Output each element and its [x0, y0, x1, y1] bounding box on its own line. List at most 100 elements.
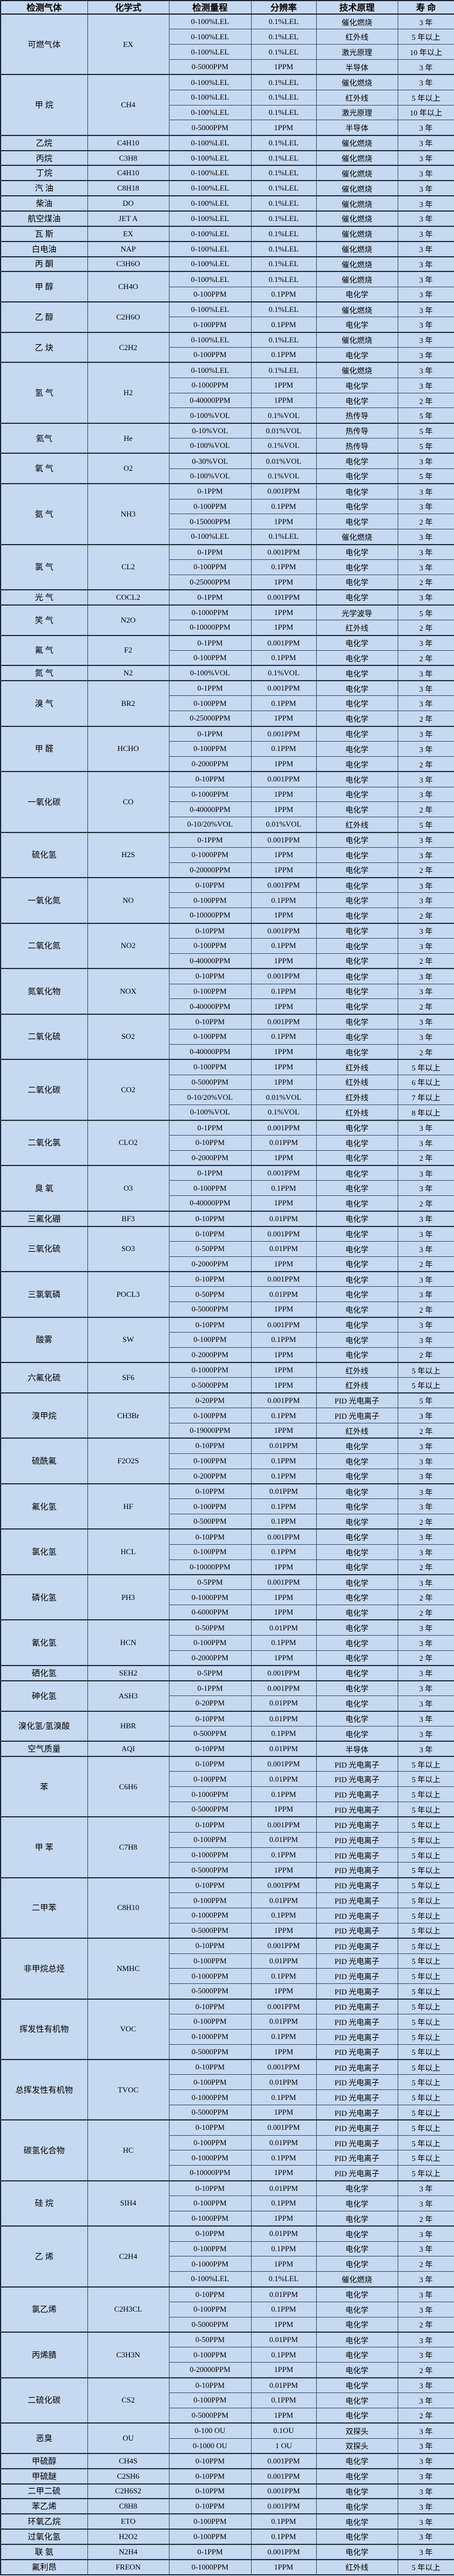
- table-row: 0-40000PPM 1PPM 电化学 2 年: [1, 953, 454, 969]
- resolution-cell: 1PPM: [250, 801, 317, 818]
- principle-cell: 电化学: [316, 1589, 398, 1606]
- table-row: 硅 烷 SIH4 0-10PPM 0.01PPM 电化学 3 年: [0, 2180, 454, 2227]
- table-row: 0-100PPM 0.1PPM 电化学 3 年: [1, 347, 454, 363]
- principle-cell: 电化学: [316, 665, 398, 681]
- principle-cell: 电化学: [316, 2392, 398, 2408]
- lifespan-cell: 3 年: [397, 2196, 454, 2211]
- range-cell: 0-100 OU: [168, 2422, 252, 2439]
- resolution-cell: 0.001PPM: [250, 2058, 317, 2075]
- formula-cell: C8H18: [87, 180, 170, 196]
- principle-cell: PID 光电离子: [316, 1831, 398, 1848]
- principle-cell: 电化学: [316, 786, 398, 803]
- formula-cell: O2: [87, 453, 170, 484]
- resolution-cell: 0.01PPM: [250, 1210, 317, 1226]
- range-cell: 0-100PPM: [168, 1634, 252, 1651]
- range-cell: 0-19000PPM: [168, 1422, 252, 1439]
- lifespan-cell: 3 年: [397, 1619, 454, 1636]
- resolution-cell: 1PPM: [250, 908, 317, 924]
- gas-name-cell: 甲 烷: [0, 74, 88, 136]
- principle-cell: 电化学: [316, 559, 398, 575]
- range-cell: 0-100PPM: [168, 1892, 252, 1908]
- principle-cell: 激光原理: [316, 104, 398, 121]
- formula-cell: CH3Br: [87, 1392, 170, 1439]
- range-cell: 0-100PPM: [168, 1544, 252, 1560]
- principle-cell: 电化学: [316, 680, 398, 696]
- range-cell: 0-50PPM: [168, 1286, 252, 1303]
- resolution-cell: 0.001PPM: [250, 1574, 317, 1591]
- resolution-cell: 0.1%LEL: [250, 2271, 317, 2288]
- lifespan-cell: 3 年: [397, 559, 454, 575]
- gas-name-cell: 过氧化氢: [0, 2529, 88, 2545]
- resolution-cell: 1PPM: [250, 847, 317, 863]
- resolution-cell: 1PPM: [250, 953, 317, 969]
- principle-cell: 电化学: [316, 695, 398, 712]
- range-cell: 0-1000PPM: [168, 377, 252, 393]
- table-row: 0-100PPM 0.1PPM 电化学 3 年: [1, 1029, 454, 1045]
- formula-cell: HCN: [87, 1619, 170, 1666]
- lifespan-cell: 3 年: [397, 483, 454, 499]
- resolution-cell: 0.01PPM: [250, 2013, 317, 2030]
- lifespan-cell: 3 年: [397, 1725, 454, 1742]
- principle-cell: 电化学: [316, 2452, 398, 2469]
- table-row: 丙 酮 C3H6O 0-100%LEL 0.1%LEL 催化燃烧 3 年: [0, 256, 454, 272]
- lifespan-cell: 3 年: [397, 1574, 454, 1591]
- lifespan-cell: 5 年以上: [397, 1922, 454, 1939]
- range-cell: 0-2000PPM: [168, 756, 252, 772]
- range-cell: 0-10PPM: [168, 2498, 252, 2514]
- resolution-cell: 0.001PPM: [250, 2452, 317, 2469]
- principle-cell: PID 光电离子: [316, 1953, 398, 1969]
- gas-name-cell: 丙 酮: [0, 256, 88, 272]
- resolution-cell: 0.01%VOL: [250, 453, 317, 469]
- principle-cell: 电化学: [316, 1634, 398, 1651]
- principle-cell: 电化学: [316, 2316, 398, 2333]
- resolution-cell: 0.01PPM: [250, 2286, 317, 2302]
- formula-cell: C3H3N: [87, 2332, 170, 2378]
- table-row: 甲 苯 C7H8 0-10PPM 0.001PPM PID 光电离子 5 年以上: [0, 1816, 454, 1878]
- lifespan-cell: 3 年: [397, 892, 454, 909]
- principle-cell: 电化学: [316, 2407, 398, 2424]
- principle-cell: 电化学: [316, 1241, 398, 1257]
- resolution-cell: 1PPM: [250, 786, 317, 803]
- table-row: 0-100PPM 0.1PPM 电化学 3 年: [1, 2347, 454, 2363]
- lifespan-cell: 2 年: [397, 1559, 454, 1575]
- table-row: 0-100PPM 0.1PPM 电化学 3 年: [1, 695, 454, 712]
- range-cell: 0-1000PPM: [168, 1589, 252, 1606]
- principle-cell: 电化学: [316, 1574, 398, 1591]
- lifespan-cell: 3 年: [397, 1498, 454, 1515]
- resolution-cell: 0.01PPM: [250, 1710, 317, 1727]
- range-cell: 0-1PPM: [168, 634, 252, 651]
- resolution-cell: 0.001PPM: [250, 2498, 317, 2514]
- table-row: 0-40000PPM 1PPM 电化学 2 年: [1, 801, 454, 818]
- table-row: 0-5000PPM 1PPM 电化学 2 年: [1, 2316, 454, 2333]
- range-cell: 0-40000PPM: [168, 1044, 252, 1060]
- gas-name-cell: 柴油: [0, 195, 88, 212]
- principle-cell: 电化学: [316, 2210, 398, 2227]
- resolution-cell: 0.1%LEL: [250, 271, 317, 287]
- lifespan-cell: 3 年: [397, 1680, 454, 1697]
- formula-cell: O3: [87, 1165, 170, 1212]
- formula-cell: CS2: [87, 2377, 170, 2424]
- principle-cell: 电化学: [316, 1286, 398, 1303]
- resolution-cell: 0.1PPM: [250, 2347, 317, 2363]
- principle-cell: 电化学: [316, 741, 398, 757]
- principle-cell: 电化学: [316, 1044, 398, 1060]
- formula-cell: EX: [87, 13, 170, 75]
- range-cell: 0-10PPM: [168, 2468, 252, 2485]
- resolution-cell: 1PPM: [250, 756, 317, 772]
- table-row: 硫酰氟 F2O2S 0-10PPM 0.01PPM 电化学 3 年: [0, 1437, 454, 1484]
- range-cell: 0-100PPM: [168, 2196, 252, 2211]
- table-row: 0-100%VOL 0.1%VOL 热传导 5 年: [1, 407, 454, 424]
- range-cell: 0-10PPM: [168, 1816, 252, 1833]
- formula-cell: N2H4: [87, 2543, 170, 2560]
- resolution-cell: 1PPM: [250, 1059, 317, 1075]
- range-cell: 0-100%LEL: [168, 240, 252, 257]
- principle-cell: 电化学: [316, 2332, 398, 2348]
- table-row: 0-5000PPM 1PPM PID 光电离子 5 年以上: [1, 2104, 454, 2120]
- formula-cell: HCHO: [87, 725, 170, 772]
- gas-name-cell: 溴甲烷: [0, 1392, 88, 1439]
- formula-cell: C6H6: [87, 1756, 170, 1817]
- table-row: 砷化氢 ASH3 0-1PPM 0.001PPM 电化学 3 年: [0, 1680, 454, 1711]
- resolution-cell: 0.1%VOL: [250, 665, 317, 681]
- resolution-cell: 1PPM: [250, 2210, 317, 2227]
- lifespan-cell: 3 年: [397, 1029, 454, 1045]
